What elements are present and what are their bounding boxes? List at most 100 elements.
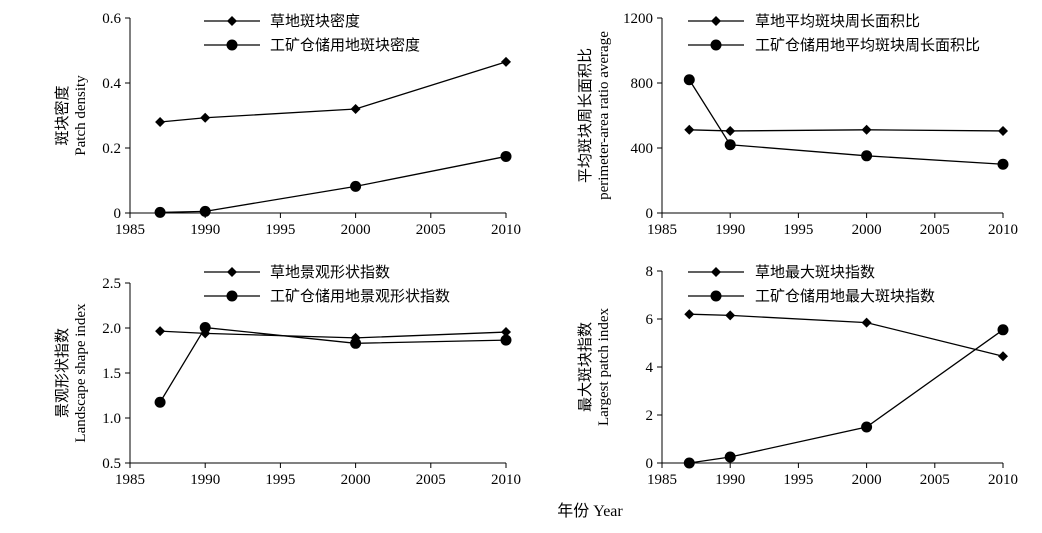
- series-line-2: [160, 155, 507, 213]
- chart-panel-2: 0 400 800 1200 1985 1990 1995 2000 2005 2010 平均斑块周…: [577, 11, 1018, 238]
- x-tick-label: 1990: [190, 472, 220, 488]
- legend-marker: [226, 39, 238, 51]
- x-axis-title: 年份 Year: [557, 502, 623, 520]
- data-point: [350, 337, 362, 349]
- legend-marker: [227, 16, 237, 26]
- y-axis-label-en: Largest patch index: [596, 307, 612, 426]
- y-tick-label: 0.6: [102, 11, 121, 27]
- y-tick-label: 2.0: [102, 321, 121, 337]
- data-point: [861, 124, 872, 135]
- data-point: [684, 124, 695, 135]
- data-point: [724, 451, 736, 463]
- x-tick-label: 2010: [491, 472, 521, 488]
- y-axis-label-cn: 景观形状指数: [54, 328, 71, 418]
- x-tick-label: 2010: [988, 472, 1018, 488]
- legend-label: 工矿仓储用地平均斑块周长面积比: [755, 36, 980, 54]
- data-point: [861, 317, 872, 328]
- y-tick-label: 1.5: [102, 366, 121, 382]
- x-tick-label: 2000: [852, 222, 882, 238]
- x-tick-label: 1995: [265, 472, 295, 488]
- legend-label: 草地斑块密度: [270, 12, 360, 30]
- series-line-1: [689, 313, 1004, 357]
- x-tick-label: 2005: [416, 472, 446, 488]
- legend-marker: [710, 39, 722, 51]
- y-tick-label: 0: [646, 456, 654, 472]
- data-point: [500, 150, 512, 162]
- y-tick-label: 8: [646, 264, 654, 280]
- legend-label: 工矿仓储用地景观形状指数: [270, 287, 450, 305]
- legend-label: 草地景观形状指数: [270, 263, 390, 281]
- y-tick-label: 0: [114, 206, 122, 222]
- x-tick-label: 2000: [341, 472, 371, 488]
- y-axis-label-cn: 斑块密度: [54, 85, 71, 145]
- y-axis-label-en: Patch density: [73, 75, 89, 156]
- data-point: [154, 206, 166, 218]
- x-tick-label: 1985: [115, 222, 145, 238]
- x-tick-label: 2010: [491, 222, 521, 238]
- y-tick-label: 6: [646, 312, 654, 328]
- y-tick-label: 0: [646, 206, 654, 222]
- data-point: [501, 327, 511, 338]
- data-point: [861, 421, 873, 433]
- y-tick-label: 400: [631, 141, 654, 157]
- y-tick-label: 0.4: [102, 76, 121, 92]
- data-point: [998, 125, 1008, 136]
- x-tick-label: 2010: [988, 222, 1018, 238]
- legend-marker: [226, 290, 238, 302]
- chart-panel-3: 0.5 1.0 1.5 2.0 2.5 1985 1990 1995 2000 2005 2010 景…: [54, 263, 521, 488]
- x-tick-label: 1985: [647, 472, 677, 488]
- y-tick-label: 2.5: [102, 276, 121, 292]
- x-tick-label: 1990: [715, 472, 745, 488]
- series-line-2: [159, 326, 507, 403]
- y-axis-label-en: perimeter-area ratio average: [596, 31, 612, 200]
- data-point: [683, 457, 695, 469]
- legend-label: 工矿仓储用地斑块密度: [270, 36, 420, 54]
- legend-marker: [710, 290, 722, 302]
- chart-panel-1: 0 0.2 0.4 0.6 1985 1990 1995 2000 2005 2010 斑块密度 Pa…: [54, 11, 521, 238]
- data-point: [350, 104, 361, 114]
- data-point: [154, 396, 166, 408]
- y-tick-label: 4: [646, 360, 654, 376]
- x-tick-label: 2005: [920, 222, 950, 238]
- x-tick-label: 1995: [783, 472, 813, 488]
- x-tick-label: 2005: [416, 222, 446, 238]
- x-tick-label: 2005: [920, 472, 950, 488]
- data-point: [199, 322, 211, 334]
- data-point: [200, 112, 211, 123]
- y-axis-label-cn: 平均斑块周长面积比: [577, 48, 594, 183]
- data-point: [861, 150, 873, 162]
- data-point: [155, 326, 166, 337]
- x-tick-label: 1985: [115, 472, 145, 488]
- x-tick-label: 1995: [265, 222, 295, 238]
- data-point: [350, 180, 362, 192]
- legend-marker: [711, 16, 721, 26]
- y-tick-label: 0.5: [102, 456, 121, 472]
- legend-marker: [711, 267, 721, 277]
- data-point: [199, 205, 211, 217]
- x-tick-label: 1990: [715, 222, 745, 238]
- legend-label: 工矿仓储用地最大斑块指数: [755, 287, 935, 305]
- series-line-1: [160, 61, 507, 123]
- y-tick-label: 1.0: [102, 411, 121, 427]
- legend-label: 草地最大斑块指数: [755, 263, 875, 281]
- x-tick-label: 2000: [852, 472, 882, 488]
- series-line-1: [160, 330, 507, 339]
- x-tick-label: 2000: [341, 222, 371, 238]
- data-point: [725, 125, 736, 136]
- x-tick-label: 1995: [783, 222, 813, 238]
- legend-marker: [227, 267, 237, 277]
- series-line-1: [689, 129, 1004, 132]
- y-axis-label-en: Landscape shape index: [73, 303, 89, 443]
- y-axis-label-cn: 最大斑块指数: [577, 322, 594, 412]
- data-point: [724, 139, 736, 151]
- data-point: [997, 324, 1009, 336]
- x-tick-label: 1990: [190, 222, 220, 238]
- data-point: [683, 74, 695, 86]
- data-point: [501, 56, 511, 67]
- data-point: [997, 158, 1009, 170]
- data-point: [500, 334, 512, 346]
- legend-label: 草地平均斑块周长面积比: [755, 12, 920, 30]
- data-point: [998, 351, 1008, 362]
- data-point: [684, 309, 695, 320]
